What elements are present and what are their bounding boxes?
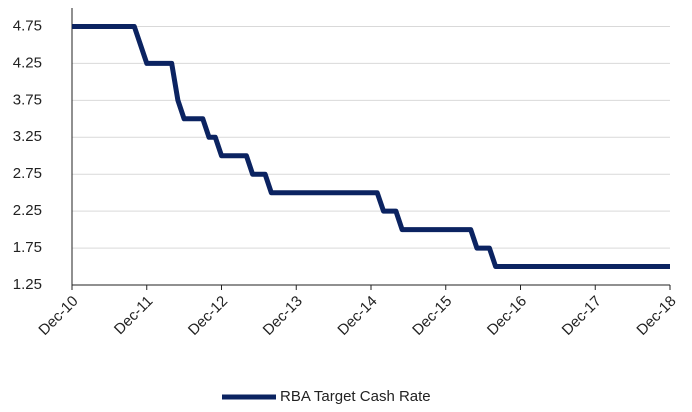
- data-line: [72, 24, 670, 269]
- x-tick-label: Dec-16: [484, 293, 530, 339]
- x-tick-label: Dec-15: [409, 293, 455, 339]
- y-tick-label: 2.75: [13, 165, 42, 182]
- y-tick-label: 1.75: [13, 239, 42, 256]
- legend-label: RBA Target Cash Rate: [280, 388, 431, 405]
- y-tick-label: 3.75: [13, 91, 42, 108]
- x-tick-label: Dec-17: [559, 293, 605, 339]
- x-tick-label: Dec-13: [260, 293, 306, 339]
- y-tick-label: 2.25: [13, 202, 42, 219]
- x-tick-label: Dec-18: [633, 293, 679, 339]
- x-tick-label: Dec-12: [185, 293, 231, 339]
- y-tick-label: 1.25: [13, 276, 42, 293]
- y-tick-label: 3.25: [13, 128, 42, 145]
- x-tick-label: Dec-10: [35, 293, 81, 339]
- x-tick-label: Dec-11: [111, 293, 156, 338]
- x-tick-label: Dec-14: [334, 293, 380, 339]
- y-tick-label: 4.75: [13, 17, 42, 34]
- y-tick-label: 4.25: [13, 54, 42, 71]
